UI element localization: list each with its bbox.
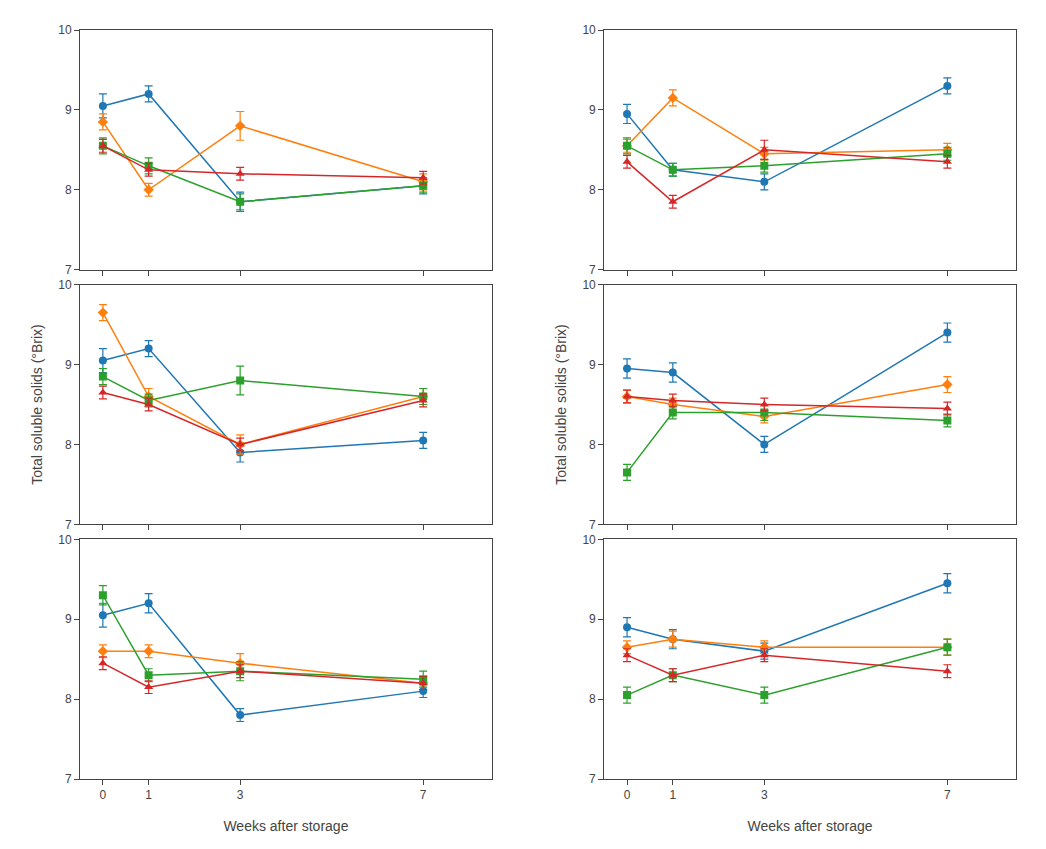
svg-text:7: 7 xyxy=(65,518,72,532)
svg-text:7: 7 xyxy=(420,788,427,802)
svg-text:9: 9 xyxy=(589,103,596,117)
svg-text:10: 10 xyxy=(582,533,596,547)
svg-text:1: 1 xyxy=(669,788,676,802)
svg-text:9: 9 xyxy=(65,358,72,372)
svg-text:7: 7 xyxy=(589,518,596,532)
svg-text:3: 3 xyxy=(761,788,768,802)
svg-text:9: 9 xyxy=(65,103,72,117)
svg-text:0: 0 xyxy=(100,788,107,802)
svg-text:3: 3 xyxy=(237,788,244,802)
svg-text:Total soluble solids (°Brix): Total soluble solids (°Brix) xyxy=(29,324,45,484)
svg-text:10: 10 xyxy=(582,23,596,37)
svg-text:0: 0 xyxy=(624,788,631,802)
svg-text:9: 9 xyxy=(65,612,72,626)
svg-text:8: 8 xyxy=(589,438,596,452)
svg-text:7: 7 xyxy=(65,772,72,786)
svg-text:7: 7 xyxy=(944,788,951,802)
svg-text:10: 10 xyxy=(58,278,72,292)
svg-text:10: 10 xyxy=(58,533,72,547)
svg-text:8: 8 xyxy=(589,183,596,197)
svg-text:8: 8 xyxy=(65,692,72,706)
svg-text:10: 10 xyxy=(58,23,72,37)
svg-text:10: 10 xyxy=(582,278,596,292)
svg-text:7: 7 xyxy=(65,263,72,277)
svg-text:8: 8 xyxy=(589,692,596,706)
svg-text:1: 1 xyxy=(145,788,152,802)
svg-text:Total soluble solids (°Brix): Total soluble solids (°Brix) xyxy=(553,324,569,484)
svg-text:8: 8 xyxy=(65,438,72,452)
svg-text:Weeks after storage: Weeks after storage xyxy=(223,818,348,834)
svg-text:7: 7 xyxy=(589,772,596,786)
svg-text:9: 9 xyxy=(589,612,596,626)
svg-text:8: 8 xyxy=(65,183,72,197)
svg-text:7: 7 xyxy=(589,263,596,277)
svg-text:Weeks after storage: Weeks after storage xyxy=(748,818,873,834)
svg-text:9: 9 xyxy=(589,358,596,372)
